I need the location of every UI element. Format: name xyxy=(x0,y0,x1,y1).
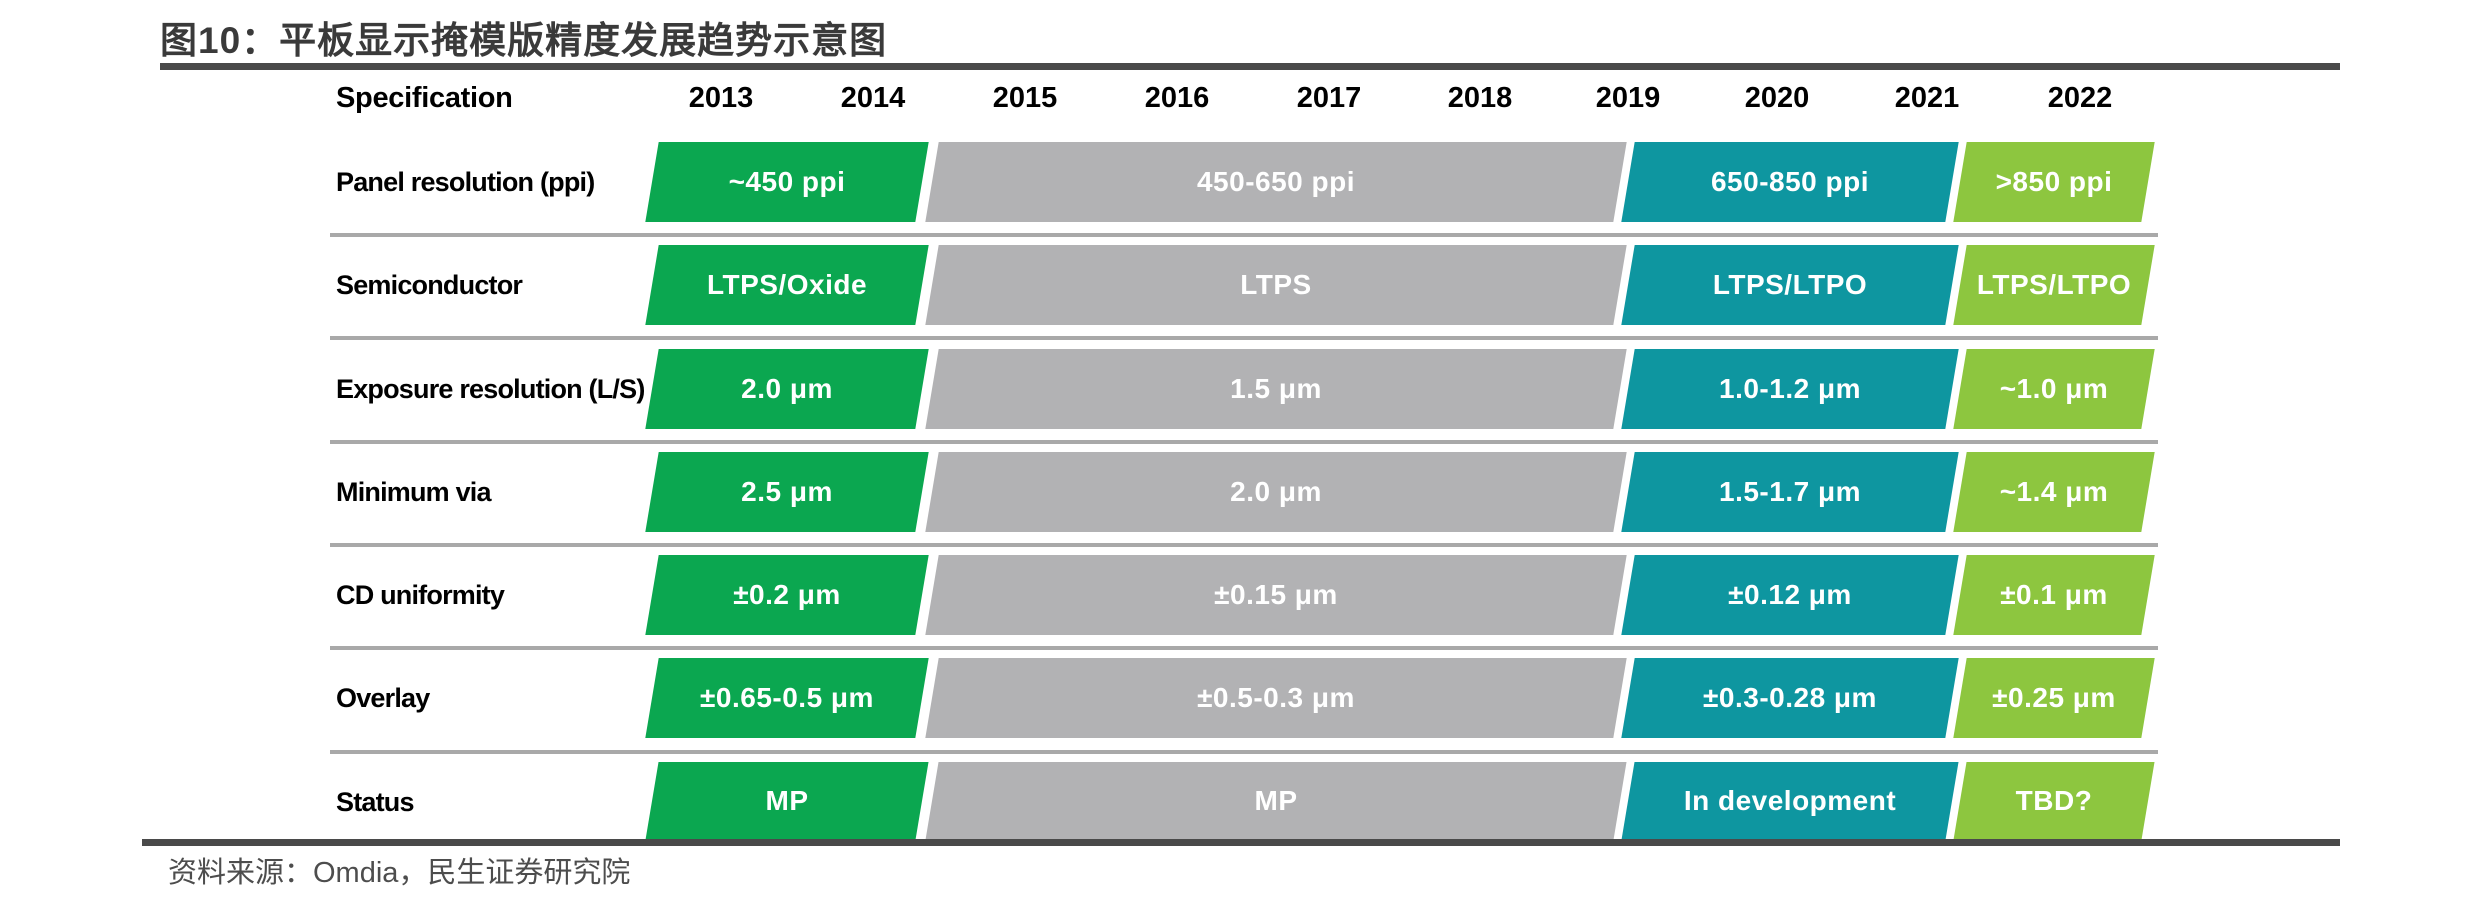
year-header-2018: 2018 xyxy=(1447,82,1513,114)
band-value: ±0.2 μm xyxy=(733,579,841,610)
band-value: 2.0 μm xyxy=(1230,476,1322,507)
band-phase3: ±0.12 μm xyxy=(1628,555,1952,635)
band-value: TBD? xyxy=(2015,785,2093,816)
row-label: Overlay xyxy=(336,682,430,713)
band-phase2: ±0.5-0.3 μm xyxy=(932,658,1620,738)
band-phase3: 1.0-1.2 μm xyxy=(1628,349,1952,429)
band-value: ±0.65-0.5 μm xyxy=(700,682,874,713)
band-phase3: 1.5-1.7 μm xyxy=(1628,452,1952,532)
band-phase4: ~1.0 μm xyxy=(1960,349,2148,429)
row-label: Exposure resolution (L/S) xyxy=(336,373,645,404)
band-phase4: TBD? xyxy=(1960,762,2148,840)
source-note: 资料来源：Omdia，民生证券研究院 xyxy=(168,857,631,889)
band-value: 650-850 ppi xyxy=(1710,166,1870,197)
band-phase2: 2.0 μm xyxy=(932,452,1620,532)
band-value: MP xyxy=(765,785,809,816)
row-label: Status xyxy=(336,786,415,817)
year-header-2022: 2022 xyxy=(2047,82,2113,114)
band-phase2: 1.5 μm xyxy=(932,349,1620,429)
band-value: LTPS/LTPO xyxy=(1976,269,2132,300)
row-separator xyxy=(330,440,2158,444)
year-header-2016: 2016 xyxy=(1144,82,1210,114)
band-phase1: LTPS/Oxide xyxy=(652,245,922,325)
band-phase1: ~450 ppi xyxy=(652,142,922,222)
table-row-cd-uniformity: CD uniformity ±0.2 μm ±0.15 μm ±0.12 μm … xyxy=(0,555,2481,635)
band-value: >850 ppi xyxy=(1995,166,2113,197)
band-value: LTPS/LTPO xyxy=(1712,269,1868,300)
band-phase3: In development xyxy=(1628,762,1952,840)
band-value: 1.0-1.2 μm xyxy=(1719,373,1861,404)
band-value: MP xyxy=(1254,785,1298,816)
row-separator xyxy=(330,750,2158,754)
row-label: Semiconductor xyxy=(336,269,523,300)
band-phase4: LTPS/LTPO xyxy=(1960,245,2148,325)
band-phase4: >850 ppi xyxy=(1960,142,2148,222)
band-value: ±0.1 μm xyxy=(2000,579,2108,610)
row-label: Minimum via xyxy=(336,476,492,507)
band-value: ±0.3-0.28 μm xyxy=(1703,682,1877,713)
band-value: 450-650 ppi xyxy=(1196,166,1356,197)
row-separator xyxy=(330,336,2158,340)
band-value: In development xyxy=(1683,785,1897,816)
band-value: ~1.4 μm xyxy=(1999,476,2109,507)
band-value: ±0.25 μm xyxy=(1992,682,2116,713)
table-row-minimum-via: Minimum via 2.5 μm 2.0 μm 1.5-1.7 μm ~1.… xyxy=(0,452,2481,532)
table-bottom-rule xyxy=(142,839,2340,846)
row-label: CD uniformity xyxy=(336,579,505,610)
band-phase3: LTPS/LTPO xyxy=(1628,245,1952,325)
band-value: ~1.0 μm xyxy=(1999,373,2109,404)
band-value: 1.5 μm xyxy=(1230,373,1322,404)
band-value: ±0.15 μm xyxy=(1214,579,1338,610)
year-header-2017: 2017 xyxy=(1296,82,1362,114)
band-phase1: 2.5 μm xyxy=(652,452,922,532)
year-header-2020: 2020 xyxy=(1744,82,1810,114)
band-phase1: 2.0 μm xyxy=(652,349,922,429)
band-value: 2.5 μm xyxy=(741,476,833,507)
table-row-status: Status MP MP In development TBD? xyxy=(0,762,2481,840)
band-value: ~450 ppi xyxy=(728,166,846,197)
table-row-semiconductor: Semiconductor LTPS/Oxide LTPS LTPS/LTPO … xyxy=(0,245,2481,325)
table-row-exposure-resolution: Exposure resolution (L/S) 2.0 μm 1.5 μm … xyxy=(0,349,2481,429)
table-row-overlay: Overlay ±0.65-0.5 μm ±0.5-0.3 μm ±0.3-0.… xyxy=(0,658,2481,738)
band-value: ±0.12 μm xyxy=(1728,579,1852,610)
band-value: LTPS xyxy=(1240,269,1312,300)
band-phase3: ±0.3-0.28 μm xyxy=(1628,658,1952,738)
row-separator xyxy=(330,543,2158,547)
table-row-panel-resolution: Panel resolution (ppi) ~450 ppi 450-650 … xyxy=(0,142,2481,222)
title-underline xyxy=(160,63,2340,70)
column-header-specification: Specification xyxy=(336,82,513,114)
band-phase4: ±0.25 μm xyxy=(1960,658,2148,738)
figure-title: 图10：平板显示掩模版精度发展趋势示意图 xyxy=(160,20,888,61)
band-phase4: ~1.4 μm xyxy=(1960,452,2148,532)
band-phase3: 650-850 ppi xyxy=(1628,142,1952,222)
band-value: ±0.5-0.3 μm xyxy=(1197,682,1355,713)
band-phase1: MP xyxy=(652,762,922,840)
year-header-2021: 2021 xyxy=(1894,82,1960,114)
band-value: 2.0 μm xyxy=(741,373,833,404)
band-phase1: ±0.2 μm xyxy=(652,555,922,635)
band-phase2: 450-650 ppi xyxy=(932,142,1620,222)
row-separator xyxy=(330,233,2158,237)
band-phase2: MP xyxy=(932,762,1620,840)
band-phase1: ±0.65-0.5 μm xyxy=(652,658,922,738)
year-header-2019: 2019 xyxy=(1595,82,1661,114)
year-header-2015: 2015 xyxy=(992,82,1058,114)
row-separator xyxy=(330,646,2158,650)
year-header-2013: 2013 xyxy=(688,82,754,114)
row-label: Panel resolution (ppi) xyxy=(336,166,595,197)
band-phase2: LTPS xyxy=(932,245,1620,325)
band-value: 1.5-1.7 μm xyxy=(1719,476,1861,507)
year-header-2014: 2014 xyxy=(840,82,906,114)
band-value: LTPS/Oxide xyxy=(706,269,868,300)
band-phase2: ±0.15 μm xyxy=(932,555,1620,635)
band-phase4: ±0.1 μm xyxy=(1960,555,2148,635)
